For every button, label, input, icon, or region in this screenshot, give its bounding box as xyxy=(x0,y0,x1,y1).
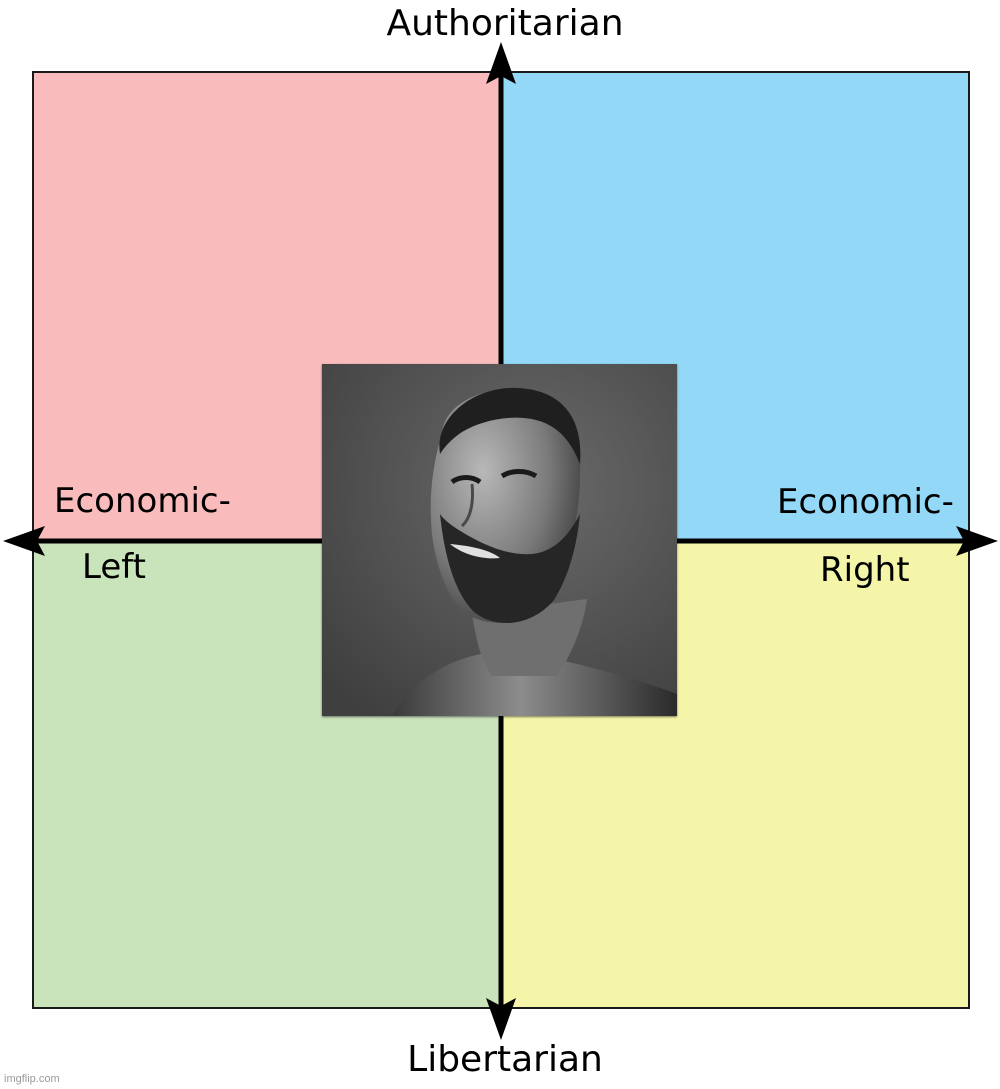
axis-label-economic-left-line1: Economic- xyxy=(54,484,231,518)
photo-portrait-icon xyxy=(322,364,677,716)
portrait-photo xyxy=(322,364,677,716)
axis-label-authoritarian: Authoritarian xyxy=(0,6,1000,42)
axis-label-libertarian: Libertarian xyxy=(0,1042,1000,1078)
axis-label-economic-left-line2: Left xyxy=(82,550,146,584)
axis-label-economic-right-line2: Right xyxy=(820,553,910,587)
watermark: imgflip.com xyxy=(4,1073,60,1085)
axis-label-economic-right-line1: Economic- xyxy=(777,485,954,519)
